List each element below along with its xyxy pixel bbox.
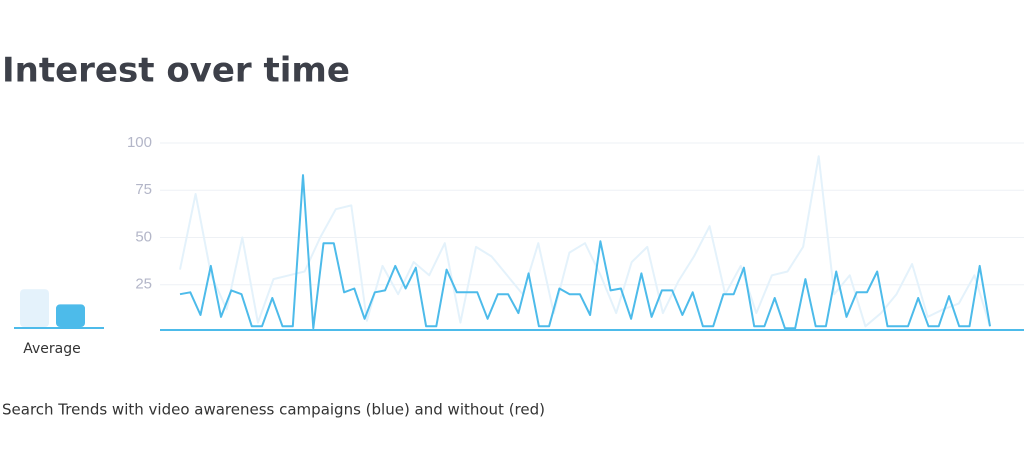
series-line bbox=[179, 174, 991, 330]
average-bar bbox=[20, 289, 49, 327]
chart-title: Interest over time bbox=[2, 51, 350, 91]
caption: Search Trends with video awareness campa… bbox=[2, 401, 545, 419]
series-line bbox=[179, 155, 991, 328]
y-tick-label: 25 bbox=[135, 276, 152, 293]
y-tick-label: 75 bbox=[135, 181, 152, 198]
y-tick-label: 50 bbox=[135, 228, 152, 245]
y-tick-label: 100 bbox=[127, 134, 152, 151]
average-label: Average bbox=[23, 341, 81, 357]
average-bar bbox=[56, 304, 85, 327]
